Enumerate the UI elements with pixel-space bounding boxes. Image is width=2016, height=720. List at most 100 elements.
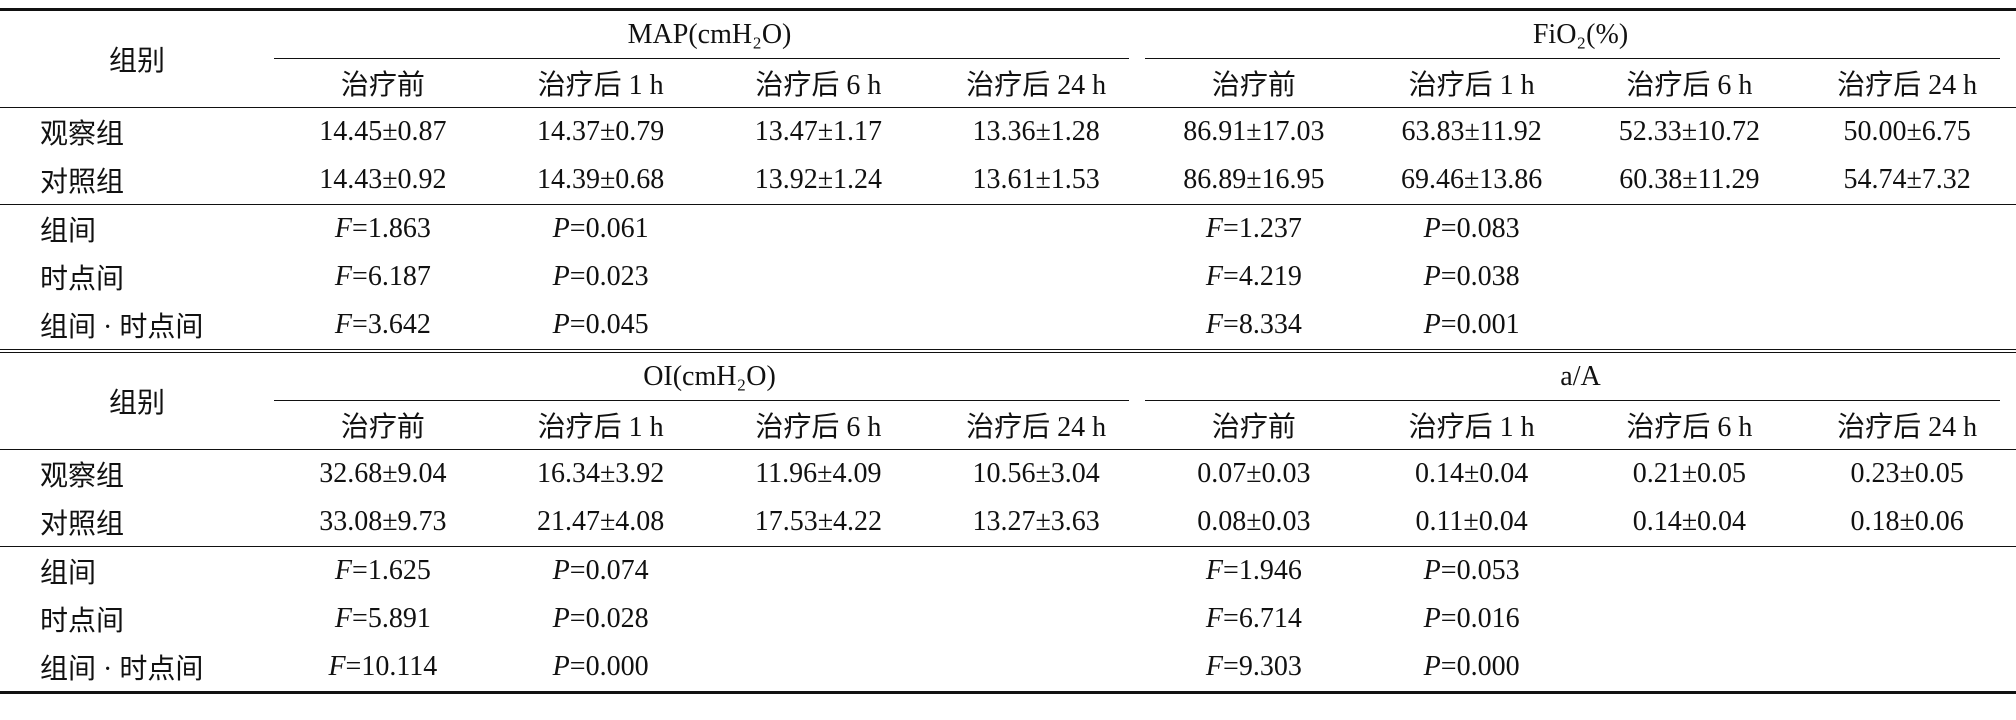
value-cell: 11.96±4.09	[755, 458, 882, 489]
stat-cell: F=8.334	[1205, 309, 1302, 340]
timepoint: 治疗后 24 h	[1837, 70, 1978, 101]
group-title: OI(cmH₂O)	[274, 351, 1145, 401]
stat-row: 时点间 F=5.891 P=0.028 F=6.714 P=0.016	[0, 595, 2016, 643]
timepoint: 治疗后 1 h	[1408, 412, 1535, 443]
value-cell: 86.89±16.95	[1183, 164, 1325, 195]
value-cell: 0.14±0.04	[1414, 458, 1529, 489]
stat-cell: P=0.000	[1423, 651, 1520, 682]
timepoint: 治疗后 24 h	[1837, 412, 1978, 443]
stat-cell: F=4.219	[1205, 261, 1302, 292]
timepoint: 治疗前	[340, 70, 425, 101]
group-label: 组别	[108, 388, 165, 419]
timepoint: 治疗前	[1211, 70, 1296, 101]
data-row: 对照组 33.08±9.73 21.47±4.08 17.53±4.22 13.27±3…	[0, 498, 2016, 547]
stat-row: 时点间 F=6.187 P=0.023 F=4.219 P=0.038	[0, 253, 2016, 301]
stat-cell: P=0.074	[552, 555, 649, 586]
group-title: a/A	[1145, 351, 2016, 401]
empty-cell	[1581, 547, 1799, 596]
value-cell: 0.07±0.03	[1197, 458, 1311, 489]
empty-cell	[1798, 301, 2016, 351]
empty-cell	[710, 205, 928, 254]
timepoint-row: 治疗前 治疗后 1 h 治疗后 6 h 治疗后 24 h 治疗前 治疗后 1 h 治疗后 6…	[0, 401, 2016, 450]
stat-row: 组间 F=1.625 P=0.074 F=1.946 P=0.053	[0, 546, 2016, 596]
empty-cell	[1581, 643, 1799, 693]
empty-cell	[927, 205, 1145, 254]
timepoint: 治疗后 24 h	[966, 412, 1107, 443]
timepoint: 治疗后 6 h	[1626, 412, 1753, 443]
value-cell: 63.83±11.92	[1401, 116, 1542, 147]
data-row: 对照组 14.43±0.92 14.39±0.68 13.92±1.24 13.61±1…	[0, 156, 2016, 205]
empty-cell	[1798, 643, 2016, 693]
stat-cell: P=0.083	[1423, 213, 1520, 244]
value-cell: 13.92±1.24	[754, 164, 883, 195]
stat-cell: F=10.114	[328, 651, 438, 682]
value-cell: 13.47±1.17	[754, 116, 883, 147]
row-label: 对照组	[40, 167, 125, 198]
timepoint-row: 治疗前 治疗后 1 h 治疗后 6 h 治疗后 24 h 治疗前 治疗后 1 h 治疗后 6…	[0, 59, 2016, 108]
stat-cell: F=1.625	[334, 555, 431, 586]
stat-cell: F=1.863	[334, 213, 431, 244]
empty-cell	[927, 595, 1145, 643]
value-cell: 50.00±6.75	[1843, 116, 1971, 147]
empty-cell	[1798, 547, 2016, 596]
data-table: 组别 MAP(cmH₂O) FiO₂(%) 治疗前 治疗后 1 h 治疗后 6 h 治疗后 …	[0, 8, 2016, 694]
empty-cell	[1581, 205, 1799, 254]
timepoint: 治疗后 1 h	[1408, 70, 1535, 101]
stat-cell: P=0.028	[552, 603, 649, 634]
stat-cell: P=0.061	[552, 213, 649, 244]
stat-label: 时点间	[40, 606, 125, 637]
group-title: FiO₂(%)	[1145, 10, 2016, 60]
empty-cell	[710, 301, 928, 351]
value-cell: 33.08±9.73	[319, 506, 447, 537]
empty-cell	[927, 547, 1145, 596]
stat-cell: F=6.714	[1205, 603, 1302, 634]
value-cell: 0.21±0.05	[1632, 458, 1747, 489]
empty-cell	[927, 301, 1145, 351]
empty-cell	[1798, 253, 2016, 301]
row-label: 观察组	[40, 461, 125, 492]
empty-cell	[710, 253, 928, 301]
stat-cell: F=6.187	[334, 261, 431, 292]
empty-cell	[1798, 595, 2016, 643]
value-cell: 60.38±11.29	[1619, 164, 1760, 195]
empty-cell	[1581, 301, 1799, 351]
stat-cell: P=0.001	[1423, 309, 1520, 340]
empty-cell	[927, 253, 1145, 301]
value-cell: 52.33±10.72	[1618, 116, 1761, 147]
value-cell: 14.37±0.79	[536, 116, 665, 147]
stat-cell: F=1.237	[1205, 213, 1302, 244]
value-cell: 54.74±7.32	[1843, 164, 1971, 195]
value-cell: 17.53±4.22	[754, 506, 883, 537]
empty-cell	[1798, 205, 2016, 254]
timepoint: 治疗后 1 h	[537, 70, 664, 101]
value-cell: 86.91±17.03	[1183, 116, 1325, 147]
stat-cell: P=0.016	[1423, 603, 1520, 634]
timepoint: 治疗后 24 h	[966, 70, 1107, 101]
empty-cell	[1581, 595, 1799, 643]
empty-cell	[710, 595, 928, 643]
stat-cell: F=5.891	[334, 603, 431, 634]
value-cell: 10.56±3.04	[972, 458, 1100, 489]
timepoint: 治疗后 1 h	[537, 412, 664, 443]
empty-cell	[927, 643, 1145, 693]
stat-label: 组间	[40, 216, 97, 247]
value-cell: 0.08±0.03	[1197, 506, 1311, 537]
value-cell: 13.36±1.28	[972, 116, 1100, 147]
stat-cell: F=1.946	[1205, 555, 1302, 586]
group-label: 组别	[108, 46, 165, 77]
value-cell: 0.14±0.04	[1632, 506, 1747, 537]
stat-row: 组间 · 时点间 F=3.642 P=0.045 F=8.334 P=0.001	[0, 301, 2016, 351]
header-row: 组别 OI(cmH₂O) a/A	[0, 351, 2016, 419]
value-cell: 13.61±1.53	[972, 164, 1100, 195]
timepoint: 治疗后 6 h	[755, 70, 882, 101]
timepoint: 治疗后 6 h	[1626, 70, 1753, 101]
stat-cell: P=0.038	[1423, 261, 1520, 292]
value-cell: 0.23±0.05	[1850, 458, 1964, 489]
empty-cell	[710, 643, 928, 693]
timepoint: 治疗前	[340, 412, 425, 443]
empty-cell	[1581, 253, 1799, 301]
stat-cell: F=3.642	[334, 309, 431, 340]
row-label: 对照组	[40, 509, 125, 540]
row-label: 观察组	[40, 119, 125, 150]
